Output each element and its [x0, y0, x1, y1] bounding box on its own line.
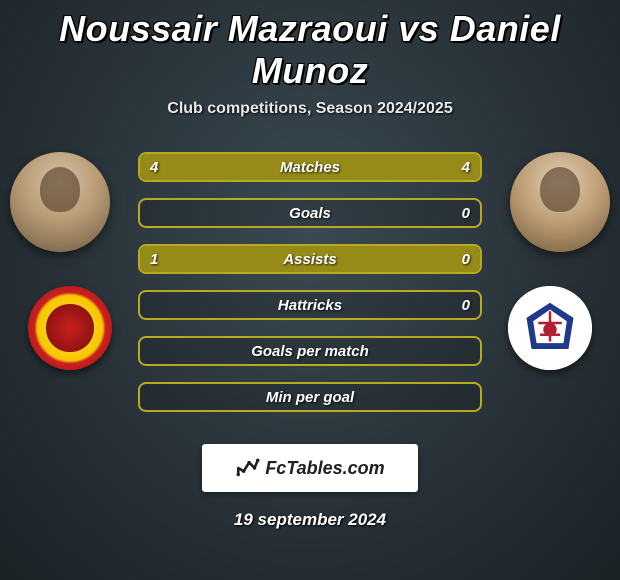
stat-label: Hattricks: [140, 292, 480, 318]
subtitle: Club competitions, Season 2024/2025: [0, 100, 620, 118]
stat-value-right: 4: [462, 154, 470, 180]
stat-row: Goals per match: [138, 336, 482, 366]
stat-row: Min per goal: [138, 382, 482, 412]
stat-row: Matches4 4: [138, 152, 482, 182]
stat-row: Assists1 0: [138, 244, 482, 274]
player-right-avatar: [510, 152, 610, 252]
stat-bars: Matches44Goals0Assists10Hattricks0Goals …: [138, 152, 482, 428]
stat-label: Goals: [140, 200, 480, 226]
brand-text: FcTables.com: [265, 458, 384, 479]
club-left-crest: [28, 286, 112, 370]
date-text: 19 september 2024: [0, 510, 620, 530]
stats-area: Matches44Goals0Assists10Hattricks0Goals …: [0, 152, 620, 432]
brand-badge: FcTables.com: [202, 444, 418, 492]
stat-value-left: 4: [150, 154, 158, 180]
stat-value-left: 1: [150, 246, 158, 272]
club-right-crest: [508, 286, 592, 370]
stat-row: Hattricks0: [138, 290, 482, 320]
brand-icon: [235, 455, 261, 481]
stat-value-right: 0: [462, 246, 470, 272]
stat-row: Goals0: [138, 198, 482, 228]
stat-value-right: 0: [462, 200, 470, 226]
stat-value-right: 0: [462, 292, 470, 318]
stat-label: Min per goal: [140, 384, 480, 410]
stat-label: Matches: [140, 154, 480, 180]
stat-label: Goals per match: [140, 338, 480, 364]
stat-label: Assists: [140, 246, 480, 272]
page-title: Noussair Mazraoui vs Daniel Munoz: [0, 0, 620, 92]
player-left-avatar: [10, 152, 110, 252]
